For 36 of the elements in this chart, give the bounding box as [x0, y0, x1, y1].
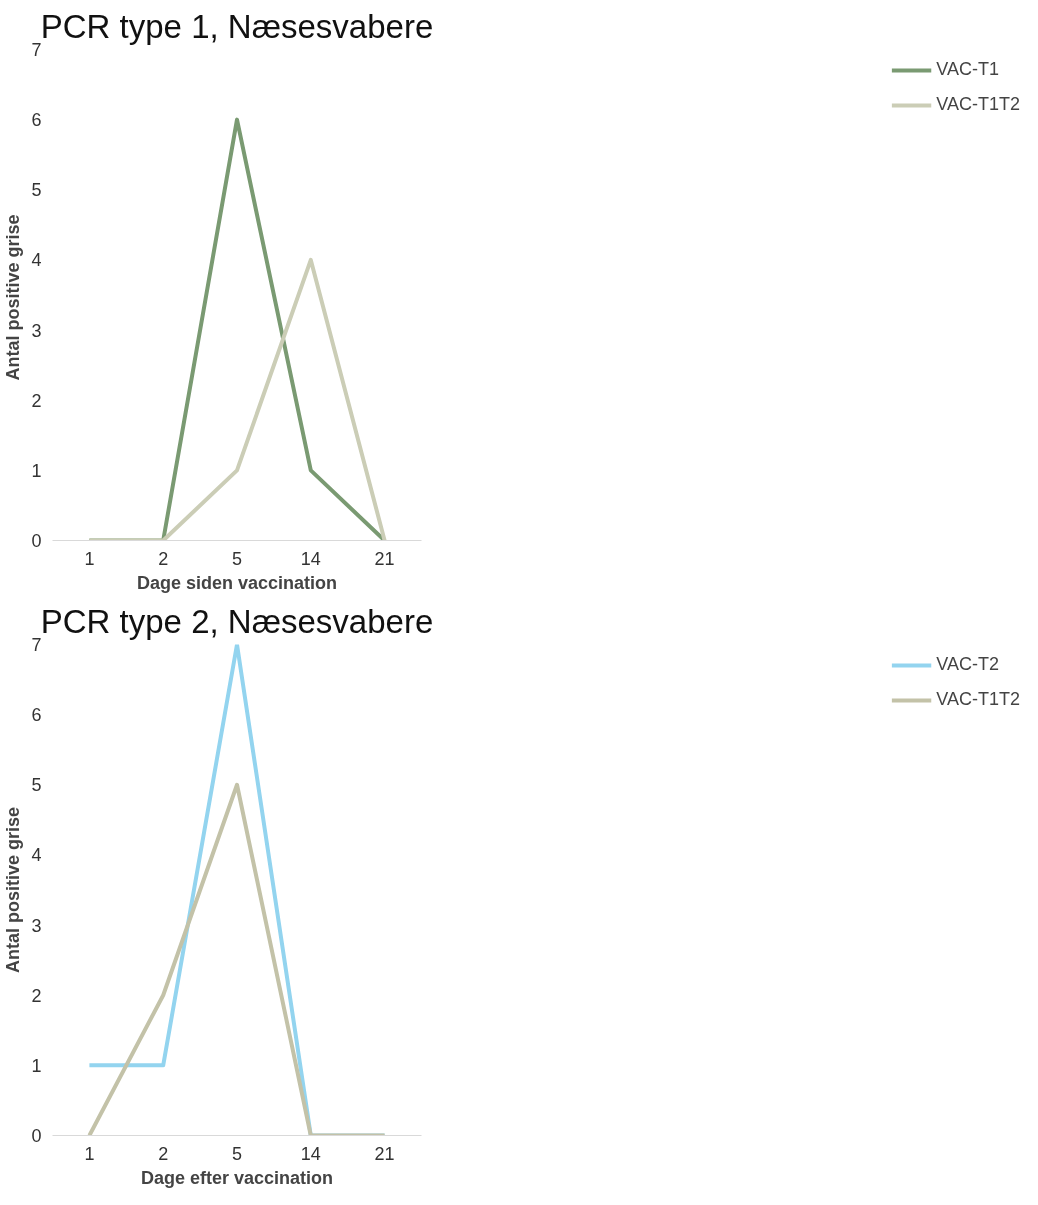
x-tick-label: 5 [231, 548, 243, 569]
y-tick-label: 5 [31, 775, 42, 796]
legend-label: VAC-T1T2 [936, 94, 1020, 115]
y-tick-label: 7 [31, 635, 42, 655]
y-tick-label: 0 [31, 531, 42, 551]
x-tick-label: 21 [374, 548, 395, 569]
y-tick-label: 0 [31, 1126, 42, 1146]
legend-label: VAC-T2 [936, 654, 999, 675]
chart-title: PCR type 1, Næsesvabere [40, 7, 434, 45]
x-axis-title: Dage efter vaccination [140, 1167, 334, 1188]
y-tick-label: 2 [31, 390, 42, 411]
x-tick-label: 1 [84, 1143, 95, 1164]
x-tick-label: 21 [374, 1143, 395, 1164]
x-tick-label: 14 [300, 548, 321, 569]
x-tick-label: 2 [158, 548, 169, 569]
legend-label: VAC-T1T2 [936, 689, 1020, 710]
x-tick-label: 2 [158, 1143, 169, 1164]
y-tick-label: 2 [31, 985, 42, 1006]
y-tick-label: 1 [31, 1055, 42, 1076]
y-tick-label: 3 [31, 915, 42, 936]
y-tick-label: 3 [31, 320, 42, 341]
y-axis-title: Antal positive grise [3, 214, 24, 381]
legend-label: VAC-T1 [936, 59, 999, 80]
x-tick-label: 14 [300, 1143, 321, 1164]
x-tick-label: 1 [84, 548, 95, 569]
y-tick-label: 1 [31, 460, 42, 481]
y-tick-label: 4 [31, 845, 42, 866]
y-tick-label: 5 [31, 180, 42, 201]
y-tick-label: 4 [31, 250, 42, 271]
y-tick-label: 7 [31, 40, 42, 60]
y-axis-title: Antal positive grise [3, 806, 24, 974]
chart-title: PCR type 2, Næsesvabere [40, 602, 434, 640]
x-axis-title: Dage siden vaccination [136, 572, 338, 593]
y-tick-label: 6 [31, 705, 42, 726]
x-tick-label: 5 [231, 1143, 243, 1164]
y-tick-label: 6 [31, 110, 42, 131]
